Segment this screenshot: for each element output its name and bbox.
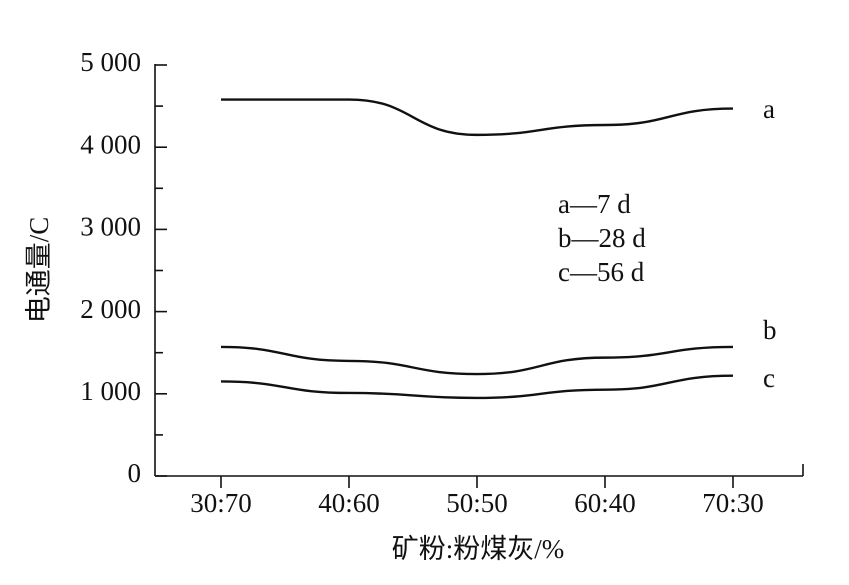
series-line: [220, 345, 734, 376]
y-axis-label: 电通量/C: [24, 217, 54, 324]
y-tick-label: 2 000: [80, 294, 141, 324]
legend-entry: a—7 d: [558, 189, 631, 219]
series-name: a: [763, 94, 775, 124]
y-tick-label: 5 000: [80, 47, 141, 77]
legend-entry: b—28 d: [558, 223, 646, 253]
x-axis-label: 矿粉:粉煤灰/%: [392, 534, 565, 564]
y-tick-label: 1 000: [80, 376, 141, 406]
legend-entry: c—56 d: [558, 257, 645, 287]
x-tick-label: 50:50: [446, 488, 508, 518]
series-name: c: [763, 363, 775, 393]
series-name: b: [763, 315, 777, 345]
x-tick-label: 70:30: [702, 488, 764, 518]
series-line: [220, 374, 734, 400]
x-tick-label: 40:60: [318, 488, 380, 518]
y-tick-label: 3 000: [80, 212, 141, 242]
series-line: [221, 98, 734, 137]
x-tick-label: 60:40: [574, 488, 636, 518]
x-tick-label: 30:70: [190, 488, 252, 518]
y-tick-label: 4 000: [80, 129, 141, 159]
y-tick-label: 0: [128, 458, 142, 488]
